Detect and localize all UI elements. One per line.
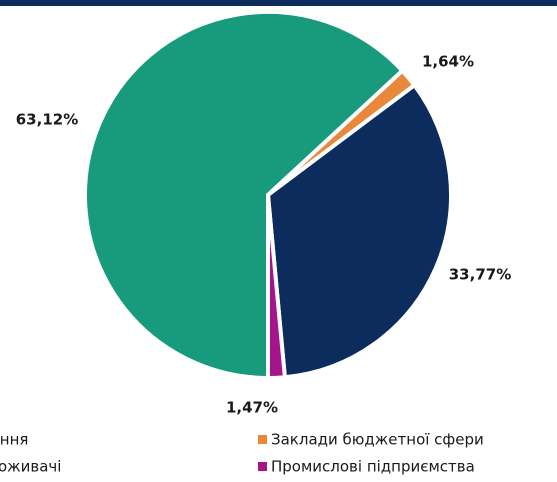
legend-marker — [258, 462, 267, 471]
header-bar — [0, 0, 557, 6]
legend-label: Населення — [0, 431, 28, 449]
data-label: 33,77% — [449, 266, 511, 284]
legend-label: Інші споживачі — [0, 458, 61, 476]
slice — [266, 83, 453, 380]
slice — [83, 10, 405, 380]
data-label: 63,12% — [16, 111, 78, 129]
data-label: 1,64% — [422, 53, 474, 71]
legend-marker — [258, 435, 267, 444]
legend-label: Заклади бюджетної сфери — [271, 431, 484, 449]
legend-label: Промислові підприємства — [271, 458, 475, 476]
pie — [83, 10, 453, 380]
data-label: 1,47% — [226, 399, 278, 417]
slice — [266, 193, 287, 380]
